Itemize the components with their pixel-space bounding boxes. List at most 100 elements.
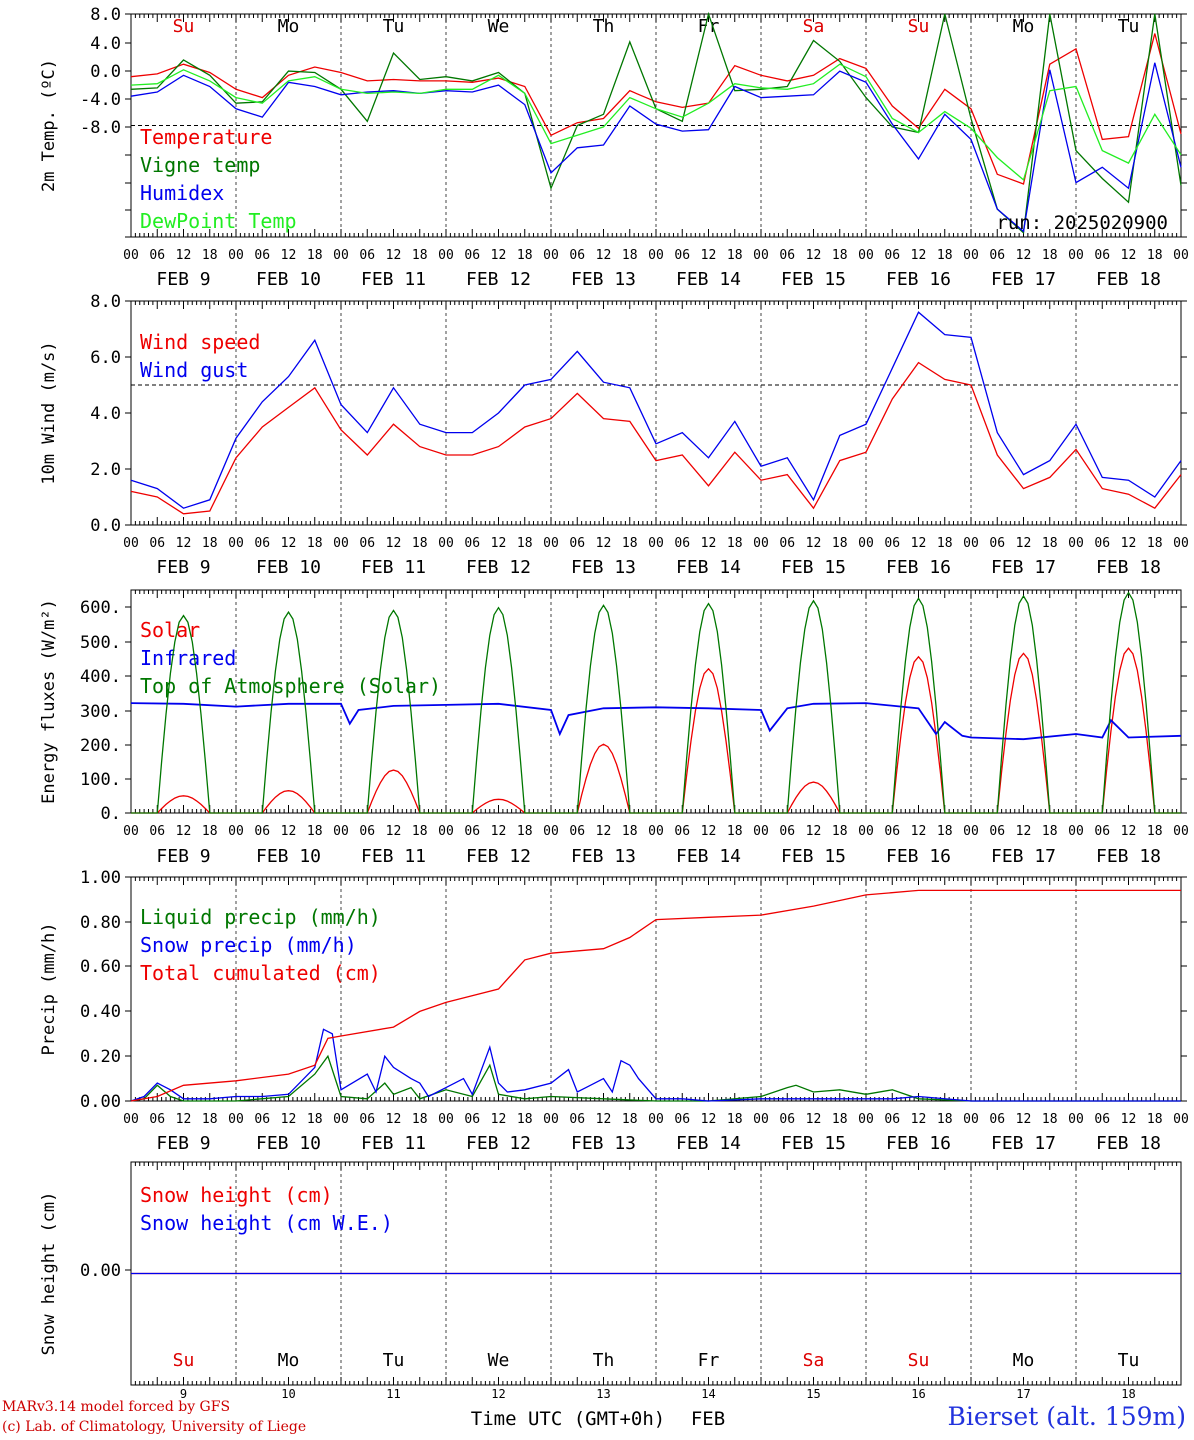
x-tick-label: 00 (858, 824, 874, 839)
series-line-top-of-atmosphere-solar (131, 591, 1181, 814)
x-tick-label: 00 (123, 536, 139, 551)
x-tick-label: 12 (1016, 248, 1032, 263)
x-tick-label: 06 (989, 536, 1005, 551)
lab-credit: (c) Lab. of Climatology, University of L… (2, 1419, 307, 1435)
date-label: FEB 11 (361, 846, 426, 867)
x-tick-label: 12 (281, 248, 297, 263)
date-label: FEB 18 (1096, 269, 1161, 290)
x-tick-label: 06 (254, 824, 270, 839)
legend-entry: Temperature (140, 125, 272, 149)
x-tick-label: 06 (884, 536, 900, 551)
day-number-label: 9 (180, 1387, 187, 1401)
panel-5: 0.00 Snow height (cm) Su Mo Tu We Th Fr Sa Su Mo Tu… (39, 1161, 1182, 1386)
x-tick-label: 18 (412, 1112, 428, 1127)
date-label: FEB 18 (1096, 846, 1161, 867)
x-tick-label: 12 (386, 1112, 402, 1127)
x-tick-label: 00 (963, 536, 979, 551)
y-tick-label: 0.80 (80, 913, 121, 933)
x-tick-label: 18 (517, 824, 533, 839)
x-tick-label: 12 (176, 1112, 192, 1127)
weekday-label: Su (173, 1350, 195, 1371)
y-tick-label: 200. (80, 736, 121, 756)
series-line-wind-speed (130, 361, 1182, 515)
x-tick-label: 06 (464, 536, 480, 551)
x-tick-label: 12 (1121, 248, 1137, 263)
weekday-label: Sa (803, 1350, 825, 1371)
weekday-label: Sa (803, 16, 825, 37)
weekday-label: Mo (1013, 16, 1035, 37)
x-tick-label: 18 (517, 1112, 533, 1127)
x-tick-label: 00 (753, 248, 769, 263)
x-tick-label: 18 (1147, 824, 1163, 839)
x-tick-label: 12 (596, 536, 612, 551)
x-tick-label: 06 (149, 248, 165, 263)
x-tick-label: 12 (701, 248, 717, 263)
x-tick-label: 06 (884, 824, 900, 839)
x-tick-label: 00 (1068, 536, 1084, 551)
weekday-label: Mo (1013, 1350, 1035, 1371)
date-label: FEB 14 (676, 269, 741, 290)
x-tick-label: 06 (569, 824, 585, 839)
y-tick-label: -4.0 (80, 90, 121, 110)
x-tick-label: 18 (202, 824, 218, 839)
x-tick-label: 18 (832, 824, 848, 839)
x-tick-label: 00 (438, 824, 454, 839)
x-tick-label: 06 (989, 248, 1005, 263)
date-label: FEB 9 (156, 557, 210, 578)
weekday-label: Su (908, 1350, 930, 1371)
date-label: FEB 13 (571, 557, 636, 578)
x-tick-label: 12 (911, 824, 927, 839)
x-tick-label: 12 (806, 248, 822, 263)
x-tick-label: 18 (937, 824, 953, 839)
x-tick-label: 00 (228, 824, 244, 839)
date-label: FEB 16 (886, 269, 951, 290)
date-label: FEB 9 (156, 1133, 210, 1154)
x-tick-label: 18 (727, 248, 743, 263)
day-number-label: 12 (491, 1387, 505, 1401)
date-label: FEB 12 (466, 1133, 531, 1154)
y-tick-label: 0.0 (90, 62, 121, 82)
x-tick-label: 00 (333, 1112, 349, 1127)
x-tick-label: 06 (1094, 248, 1110, 263)
x-tick-label: 06 (989, 824, 1005, 839)
x-tick-label: 18 (517, 248, 533, 263)
x-tick-label: 06 (1094, 824, 1110, 839)
day-number-label: 13 (596, 1387, 610, 1401)
x-tick-label: 12 (596, 248, 612, 263)
x-tick-label: 00 (753, 536, 769, 551)
date-label: FEB 13 (571, 846, 636, 867)
x-tick-label: 00 (1173, 536, 1189, 551)
x-tick-label: 12 (1016, 536, 1032, 551)
weekday-label: Th (593, 1350, 615, 1371)
x-tick-label: 12 (491, 248, 507, 263)
date-label: FEB 12 (466, 269, 531, 290)
weekday-label: Mo (278, 1350, 300, 1371)
weekday-label: Fr (698, 16, 720, 37)
x-tick-label: 06 (254, 1112, 270, 1127)
x-tick-label: 12 (911, 1112, 927, 1127)
day-number-label: 14 (701, 1387, 715, 1401)
series-line-humidex (130, 62, 1182, 233)
x-tick-label: 18 (307, 1112, 323, 1127)
x-tick-label: 12 (1016, 824, 1032, 839)
legend-entry: Total cumulated (cm) (140, 961, 381, 985)
x-tick-label: 00 (228, 536, 244, 551)
date-label: FEB 18 (1096, 1133, 1161, 1154)
weekday-label: Tu (383, 1350, 405, 1371)
x-tick-label: 00 (648, 536, 664, 551)
x-tick-label: 12 (701, 824, 717, 839)
x-tick-label: 18 (307, 536, 323, 551)
x-tick-label: 06 (359, 1112, 375, 1127)
panel-2: 8.0 6.0 4.0 2.0 0.0 10m Wind (m/s) 00 06 12 18 00 0… (39, 292, 1189, 578)
weekday-label: Fr (698, 1350, 720, 1371)
y-tick-label: 6.0 (90, 348, 121, 368)
series-line-liquid-precip-mm-h (130, 1054, 1181, 1102)
x-tick-label: 06 (254, 536, 270, 551)
date-label: FEB 11 (361, 269, 426, 290)
y-axis-label: 2m Temp. (ºC) (39, 59, 59, 192)
x-tick-label: 18 (832, 536, 848, 551)
date-label: FEB 9 (156, 269, 210, 290)
date-label: FEB 15 (781, 1133, 846, 1154)
x-tick-label: 18 (622, 248, 638, 263)
